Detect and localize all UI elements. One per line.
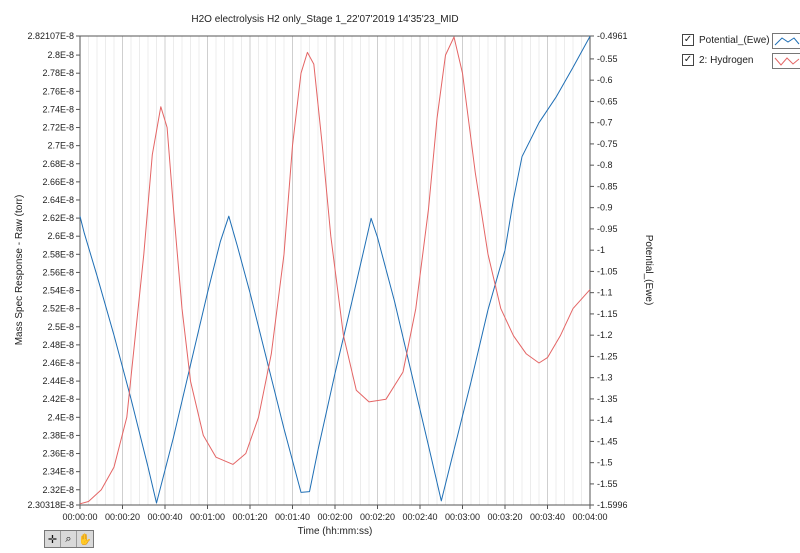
left-tick-label: 2.38E-8	[42, 430, 74, 440]
x-tick-label: 00:02:20	[360, 512, 395, 522]
left-tick-label: 2.72E-8	[42, 123, 74, 133]
right-tick-label: -0.8	[597, 160, 613, 170]
left-tick-label: 2.52E-8	[42, 304, 74, 314]
left-tick-label: 2.54E-8	[42, 286, 74, 296]
left-tick-label: 2.36E-8	[42, 449, 74, 459]
pan-hand-icon[interactable]: ✋	[78, 533, 92, 546]
x-axis-label: Time (hh:mm:ss)	[298, 526, 373, 537]
left-tick-label: 2.74E-8	[42, 104, 74, 114]
left-tick-label: 2.64E-8	[42, 195, 74, 205]
left-tick-label: 2.32E-8	[42, 485, 74, 495]
right-tick-label: -0.65	[597, 96, 618, 106]
x-axis: 00:00:00 00:00:20 00:00:40 00:01:00 00:01:20…	[62, 505, 608, 522]
right-tick-label: -1.5996	[597, 500, 628, 510]
zoom-icon[interactable]: ⌕	[61, 531, 77, 547]
left-tick-label: 2.4E-8	[47, 412, 74, 422]
left-tick-label: 2.46E-8	[42, 358, 74, 368]
left-tick-label: 2.62E-8	[42, 213, 74, 223]
x-tick-label: 00:01:40	[275, 512, 310, 522]
right-tick-label: -1.35	[597, 394, 618, 404]
chart-title: H2O electrolysis H2 only_Stage 1_22'07'2…	[191, 14, 458, 25]
right-axis-label: Potential_(Ewe)	[643, 235, 654, 306]
left-tick-label: 2.76E-8	[42, 86, 74, 96]
right-tick-label: -0.55	[597, 54, 618, 64]
right-axis: -0.4961 -0.55 -0.6 -0.65 -0.7 -0.75 -0.8 -0.85 -…	[590, 31, 628, 510]
left-tick-label: 2.34E-8	[42, 467, 74, 477]
left-tick-label: 2.56E-8	[42, 267, 74, 277]
right-tick-label: -1.5	[597, 458, 613, 468]
legend-checkbox-potential[interactable]: ✓	[682, 34, 694, 46]
right-tick-label: -0.7	[597, 118, 613, 128]
series-line-potential	[79, 36, 591, 504]
left-tick-label: 2.8E-8	[47, 50, 74, 60]
left-tick-label: 2.5E-8	[47, 322, 74, 332]
x-tick-label: 00:00:40	[147, 512, 182, 522]
right-tick-label: -0.4961	[597, 31, 628, 41]
legend-swatch-potential	[772, 33, 800, 49]
legend-item-potential[interactable]: ✓ Potential_(Ewe)	[682, 30, 800, 50]
x-tick-label: 00:00:00	[62, 512, 97, 522]
x-tick-label: 00:02:00	[317, 512, 352, 522]
right-tick-label: -0.6	[597, 75, 613, 85]
x-tick-label: 00:01:00	[190, 512, 225, 522]
legend: ✓ Potential_(Ewe) ✓ 2: Hydrogen	[682, 30, 800, 70]
legend-item-hydrogen[interactable]: ✓ 2: Hydrogen	[682, 50, 800, 70]
left-tick-label: 2.58E-8	[42, 249, 74, 259]
left-tick-label: 2.48E-8	[42, 340, 74, 350]
left-tick-label: 2.44E-8	[42, 376, 74, 386]
left-axis: 2.30318E-8 2.32E-8 2.34E-8 2.36E-8 2.38E-8 2.…	[27, 31, 80, 510]
right-tick-label: -1	[597, 245, 605, 255]
right-tick-label: -0.95	[597, 224, 618, 234]
left-tick-label: 2.7E-8	[47, 141, 74, 151]
x-tick-label: 00:03:40	[530, 512, 565, 522]
x-tick-label: 00:03:20	[487, 512, 522, 522]
left-tick-label: 2.6E-8	[47, 231, 74, 241]
legend-checkbox-hydrogen[interactable]: ✓	[682, 54, 694, 66]
series-layer	[79, 36, 591, 505]
left-tick-label: 2.82107E-8	[27, 31, 74, 41]
legend-swatch-hydrogen	[772, 53, 800, 69]
x-tick-label: 00:00:20	[105, 512, 140, 522]
x-tick-label: 00:01:20	[232, 512, 267, 522]
x-tick-label: 00:04:00	[572, 512, 607, 522]
left-tick-label: 2.68E-8	[42, 159, 74, 169]
series-line-hydrogen	[79, 36, 591, 505]
right-tick-label: -1.15	[597, 309, 618, 319]
right-tick-label: -1.2	[597, 330, 613, 340]
cursor-move-icon[interactable]: ✛	[45, 531, 61, 547]
graph-palette-toolbar: ✛ ⌕ ✋	[44, 530, 94, 548]
left-axis-label: Mass Spec Response - Raw (torr)	[14, 195, 25, 346]
right-tick-label: -1.1	[597, 288, 613, 298]
left-tick-label: 2.66E-8	[42, 177, 74, 187]
left-tick-label: 2.30318E-8	[27, 500, 74, 510]
right-tick-label: -1.4	[597, 415, 613, 425]
legend-label-hydrogen: 2: Hydrogen	[699, 54, 754, 66]
right-tick-label: -1.3	[597, 373, 613, 383]
chart: H2O electrolysis H2 only_Stage 1_22'07'2…	[14, 14, 654, 537]
grid	[88, 36, 582, 505]
right-tick-label: -0.75	[597, 139, 618, 149]
right-tick-label: -1.25	[597, 351, 618, 361]
right-tick-label: -1.05	[597, 266, 618, 276]
right-tick-label: -1.55	[597, 479, 618, 489]
legend-label-potential: Potential_(Ewe)	[699, 34, 770, 46]
right-tick-label: -0.85	[597, 181, 618, 191]
left-tick-label: 2.42E-8	[42, 394, 74, 404]
right-tick-label: -1.45	[597, 436, 618, 446]
left-tick-label: 2.78E-8	[42, 68, 74, 78]
right-tick-label: -0.9	[597, 203, 613, 213]
x-tick-label: 00:03:00	[445, 512, 480, 522]
x-tick-label: 00:02:40	[402, 512, 437, 522]
